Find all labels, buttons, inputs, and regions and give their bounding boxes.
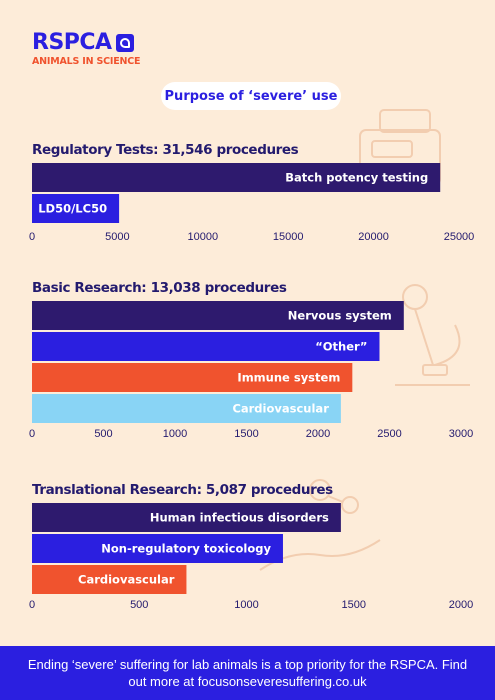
x-tick-label: 20000	[358, 231, 389, 243]
bar-batch-potency	[32, 163, 441, 192]
chart-title-translational: Translational Research: 5,087 procedures	[32, 482, 333, 498]
chart-title-regulatory: Regulatory Tests: 31,546 procedures	[32, 142, 299, 158]
logo-text: RSPCA	[32, 30, 112, 55]
logo-animal-icon	[115, 34, 134, 52]
header-pill: Purpose of ‘severe’ use	[161, 82, 341, 110]
x-tick-label: 0	[29, 231, 35, 243]
microscope-icon	[395, 284, 470, 386]
logo-subtitle: ANIMALS IN SCIENCE	[32, 56, 141, 67]
x-tick-label: 5000	[105, 231, 129, 243]
footer-text: Ending ‘severe’ suffering for lab animal…	[27, 657, 468, 689]
footer-banner: Ending ‘severe’ suffering for lab animal…	[0, 646, 495, 700]
bar-ld50	[32, 194, 120, 223]
bar-label-ld50: LD50/LC50	[38, 202, 107, 216]
x-tick-label: 25000	[444, 231, 475, 243]
bar-label-batch-potency: Batch potency testing	[285, 171, 428, 185]
rspca-logo: RSPCA ANIMALS IN SCIENCE	[32, 30, 141, 68]
x-tick-label: 15000	[273, 231, 304, 243]
chart-title-basic: Basic Research: 13,038 procedures	[32, 280, 287, 296]
x-tick-label: 10000	[188, 231, 219, 243]
